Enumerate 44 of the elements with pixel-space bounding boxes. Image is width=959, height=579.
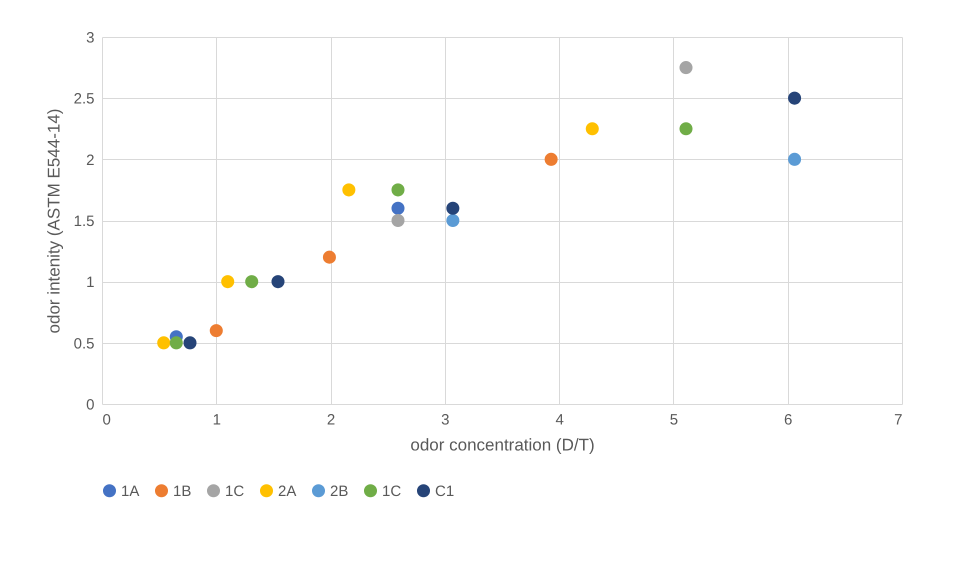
y-tick-label: 0.5 (74, 335, 94, 352)
point (446, 214, 460, 228)
y-tick-label: 3 (86, 30, 94, 46)
point (788, 92, 802, 105)
legend-label: 1C (382, 482, 402, 500)
y-tick-label: 1 (86, 274, 94, 292)
legend-label: 2B (330, 482, 348, 500)
x-tick-label: 0 (102, 412, 111, 428)
point (391, 202, 405, 215)
point (322, 250, 336, 264)
y-tick-label: 1.5 (74, 213, 94, 230)
legend-label: 1B (173, 482, 192, 500)
point (170, 336, 183, 350)
point (391, 183, 405, 196)
point (210, 324, 223, 338)
point (245, 275, 258, 288)
point (679, 122, 693, 136)
point (679, 61, 693, 74)
point (183, 336, 197, 350)
x-tick-label: 3 (441, 412, 450, 428)
legend-label: 2A (278, 482, 296, 500)
x-axis-title: odor concentration (D/T) (410, 436, 595, 454)
x-tick-label: 7 (894, 412, 902, 428)
point (586, 122, 599, 136)
y-tick-label: 0 (86, 396, 94, 414)
point (391, 214, 405, 228)
point (271, 275, 285, 288)
x-tick-label: 1 (212, 412, 221, 428)
x-tick-label: 4 (555, 412, 564, 428)
point (446, 202, 460, 215)
legend-label: 1C (225, 482, 244, 500)
point (157, 336, 170, 350)
x-tick-label: 2 (326, 412, 336, 428)
x-tick-label: 5 (670, 412, 678, 428)
point (544, 152, 558, 166)
y-tick-label: 2.5 (74, 90, 94, 108)
y-tick-label: 2 (86, 152, 94, 169)
legend-label: 1A (121, 482, 140, 500)
y-axis-title: odor intenity (ASTM E544-14) (44, 108, 64, 334)
legend-label: C1 (435, 482, 454, 500)
point (788, 152, 802, 166)
point (221, 275, 234, 288)
x-tick-label: 6 (784, 412, 792, 428)
point (342, 183, 356, 196)
